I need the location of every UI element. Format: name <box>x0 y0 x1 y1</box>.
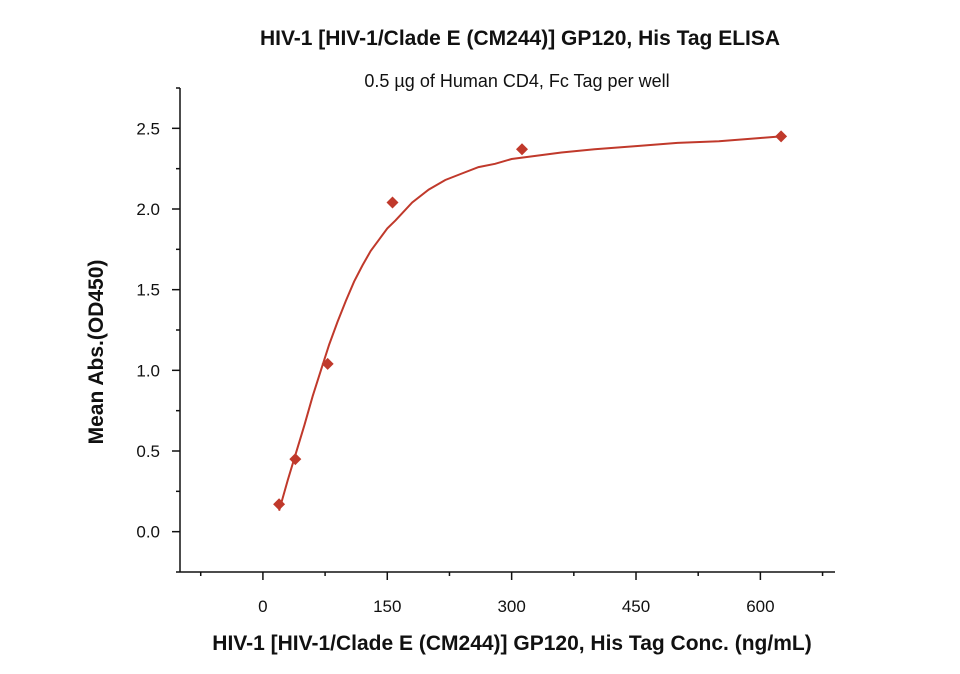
chart-title: HIV-1 [HIV-1/Clade E (CM244)] GP120, His… <box>260 27 780 50</box>
y-tick-label: 2.5 <box>136 119 160 138</box>
data-point-diamond <box>273 498 286 511</box>
y-tick-label: 0.0 <box>136 523 160 542</box>
fit-curve-group <box>278 135 782 511</box>
chart-subtitle: 0.5 µg of Human CD4, Fc Tag per well <box>364 71 669 91</box>
data-point-diamond <box>321 357 334 370</box>
fit-curve <box>278 135 782 511</box>
y-tick-label: 0.5 <box>136 442 160 461</box>
data-point-diamond <box>775 130 788 143</box>
data-point-diamond <box>516 143 529 156</box>
x-tick-label: 600 <box>746 597 774 616</box>
data-point-diamond <box>386 196 399 209</box>
x-tick-label: 150 <box>373 597 401 616</box>
axes: 0.0 0.5 1.0 1.5 2.0 2.5 0 150 300 450 600 <box>136 87 835 616</box>
x-tick-label: 300 <box>497 597 525 616</box>
y-tick-label: 2.0 <box>136 200 160 219</box>
x-tick-label: 450 <box>622 597 650 616</box>
y-axis-title: Mean Abs.(OD450) <box>85 260 108 445</box>
y-tick-label: 1.5 <box>136 281 160 300</box>
data-point-diamond <box>289 453 302 466</box>
x-tick-label: 0 <box>258 597 267 616</box>
y-tick-label: 1.0 <box>136 361 160 380</box>
x-axis-title: HIV-1 [HIV-1/Clade E (CM244)] GP120, His… <box>212 632 811 655</box>
data-points <box>273 130 788 511</box>
